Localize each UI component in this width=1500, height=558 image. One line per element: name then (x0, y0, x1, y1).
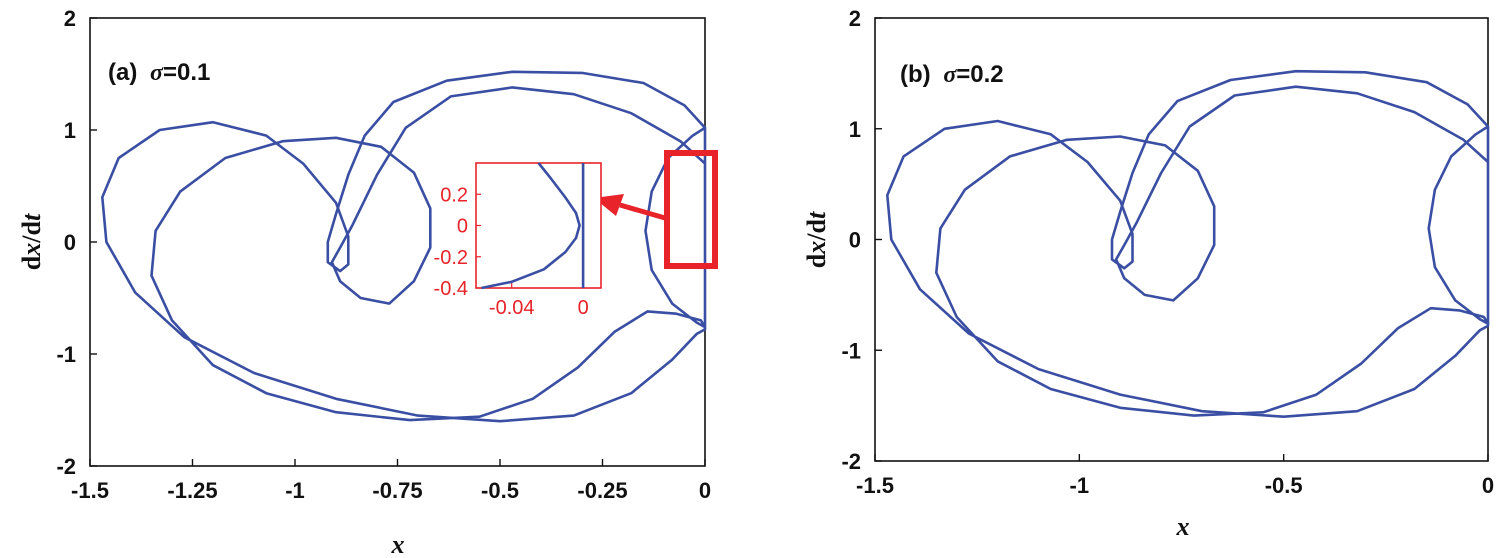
y-tick-label: 1 (849, 117, 861, 142)
x-tick-label: -1.25 (167, 478, 217, 503)
x-tick-label: -0.25 (577, 478, 627, 503)
x-tick-label: -0.5 (481, 478, 519, 503)
plot-frame (874, 17, 1489, 462)
inset-y-tick-label: -0.2 (434, 247, 468, 269)
inset-trajectory-line (481, 162, 581, 290)
x-axis-label: x (1176, 512, 1190, 541)
panel-label: (a) σ=0.1 (108, 59, 210, 86)
inset-ticks: -0.04 0 0.2 0 -0.2 -0.4 (434, 184, 589, 319)
y-tick-label: 0 (64, 230, 76, 255)
x-tick-label: -0.75 (372, 478, 422, 503)
inset-y-tick-label: 0.2 (440, 184, 468, 206)
x-ticks: -1.5 -1.25 -1 -0.75 -0.5 -0.25 0 (71, 459, 711, 503)
phase-curves (101, 70, 707, 423)
x-tick-label: -0.5 (1265, 473, 1303, 498)
y-tick-label: -2 (56, 454, 76, 479)
y-tick-label: 2 (64, 6, 76, 31)
x-tick-label: -1 (285, 478, 305, 503)
y-tick-label: -1 (841, 338, 861, 363)
inset-y-tick-label: 0 (457, 216, 468, 238)
panel-a: -1.5 -1.25 -1 -0.75 -0.5 -0.25 0 2 1 0 -1 -2 (a) σ… (17, 6, 718, 558)
phase-trajectory-line (101, 70, 707, 423)
x-tick-label: -1.5 (856, 473, 894, 498)
y-ticks: 2 1 0 -1 -2 (56, 6, 97, 479)
y-tick-label: 0 (849, 228, 861, 253)
x-tick-label: 0 (699, 478, 711, 503)
y-tick-label: 1 (64, 118, 76, 143)
panel-b: -1.5 -1 -0.5 0 2 1 0 -1 -2 (b) σ=0.2 x dx/dt (802, 6, 1494, 541)
y-axis-label: dx/dt (17, 213, 46, 270)
y-ticks: 2 1 0 -1 -2 (841, 6, 882, 474)
phase-curves (886, 69, 1490, 418)
y-tick-label: 2 (849, 6, 861, 31)
inset-x-tick-label: 0 (578, 297, 589, 319)
y-tick-label: -2 (841, 449, 861, 474)
inset-y-tick-label: -0.4 (434, 278, 468, 300)
x-tick-label: 0 (1482, 473, 1494, 498)
inset-curves (481, 162, 585, 290)
x-tick-label: -1.5 (71, 478, 109, 503)
inset-x-tick-label: -0.04 (489, 297, 535, 319)
y-tick-label: -1 (56, 342, 76, 367)
x-tick-label: -1 (1070, 473, 1090, 498)
x-axis-label: x (391, 530, 405, 558)
x-ticks: -1.5 -1 -0.5 0 (856, 454, 1494, 498)
inset-plot: -0.04 0 0.2 0 -0.2 -0.4 (434, 162, 602, 319)
zoom-highlight-box (664, 150, 718, 269)
plot-frame (89, 17, 706, 467)
panel-label: (b) σ=0.2 (900, 61, 1004, 88)
phase-trajectory-line (886, 69, 1490, 418)
y-axis-label: dx/dt (802, 211, 831, 268)
